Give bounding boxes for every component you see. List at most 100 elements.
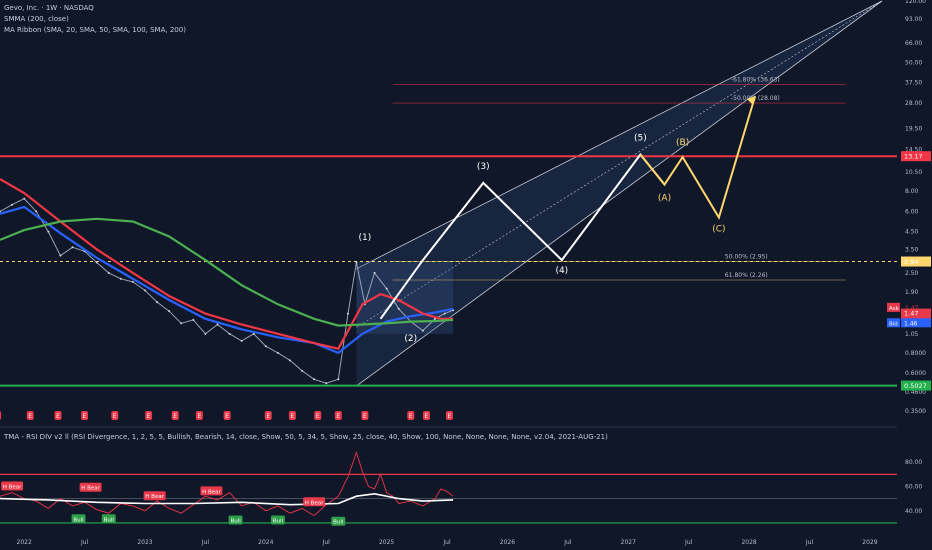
x-tick-label: Jul [563, 539, 572, 546]
price-point [47, 230, 50, 233]
earnings-letter: E [113, 413, 117, 420]
x-tick-label: 2026 [500, 539, 515, 546]
price-point [168, 310, 171, 313]
y-tick-label: 14.50 [905, 146, 922, 153]
earnings-badge [223, 411, 231, 420]
x-tick-label: 2024 [258, 539, 273, 546]
bull-signal: Bull [228, 515, 243, 525]
fib-label: 61.80% (2.26) [725, 272, 768, 279]
earnings-letter: E [290, 413, 294, 420]
price-point [71, 246, 74, 249]
rsi-legend[interactable]: TMA - RSI DIV v2 ll (RSI Divergence, 1, … [4, 433, 608, 441]
price-point [23, 197, 26, 200]
earnings-letter: E [425, 413, 429, 420]
smma-legend[interactable]: SMMA (200, close) [4, 15, 69, 23]
price-point [59, 254, 62, 257]
price-point [119, 277, 122, 280]
signal-badge [143, 491, 166, 501]
earnings-letter: E [316, 413, 320, 420]
price-point [313, 378, 316, 381]
earnings-marker: E [26, 411, 34, 420]
bid-label: Bid [889, 321, 898, 327]
price-point [204, 332, 207, 335]
price-point [95, 261, 98, 264]
price-point [180, 322, 183, 325]
earnings-marker: E [407, 411, 415, 420]
x-tick-label: 2025 [379, 539, 394, 546]
y-tick-label: 8.00 [905, 188, 919, 195]
y-tick-label: 28.00 [905, 100, 922, 107]
price-point [288, 359, 291, 362]
dashed-price-tag-bg [901, 256, 931, 267]
signal-badge [228, 515, 243, 525]
ma-line-3 [0, 217, 454, 327]
earnings-badge [111, 411, 119, 420]
channel-lower-line [356, 0, 883, 387]
earnings-letter: E [409, 413, 413, 420]
signal-label: Bull [230, 519, 241, 525]
wave-label: (3) [477, 162, 490, 172]
y-tick-label: 0.4600 [905, 389, 926, 396]
earnings-badge [423, 411, 431, 420]
signal-label: Bull [104, 517, 115, 523]
price-point [131, 280, 134, 283]
y-tick-label: 10.50 [905, 169, 922, 176]
rsi-line [0, 451, 454, 517]
y-tick-label: 0.8000 [905, 350, 926, 357]
earnings-badge [264, 411, 272, 420]
channel-mid-line [356, 0, 883, 328]
signal-label: Bull [73, 517, 84, 523]
signal-badge [303, 497, 326, 507]
x-tick-label: 2027 [621, 539, 636, 546]
price-point [373, 271, 376, 274]
earnings-letter: E [448, 413, 452, 420]
ask-value: 1.47 [905, 305, 919, 312]
signal-badge [331, 516, 346, 526]
bull-signal: Bull [101, 514, 116, 524]
earnings-letter: E [363, 413, 367, 420]
bid-tag: Bid 1.46 [887, 318, 931, 328]
price-point [325, 382, 328, 385]
price-point [192, 318, 195, 321]
earnings-marker: E [264, 411, 272, 420]
earnings-badge [81, 411, 89, 420]
earnings-letter: E [83, 413, 87, 420]
earnings-letter: E [173, 413, 177, 420]
bear-signal: H Bear [200, 486, 223, 496]
signal-label: H Bear [145, 494, 164, 500]
earnings-badge [288, 411, 296, 420]
dashed-price-tag: 2.94 [901, 256, 931, 267]
price-point [156, 301, 159, 304]
earnings-badge [361, 411, 369, 420]
x-tick-label: 2023 [137, 539, 152, 546]
earnings-letter: E [56, 413, 60, 420]
price-point [143, 289, 146, 292]
ribbon-legend[interactable]: MA Ribbon (SMA, 20, SMA, 50, SMA, 100, S… [4, 26, 186, 34]
ask-label: Ask [889, 306, 900, 312]
resistance-price-tag-bg [901, 151, 931, 162]
bid-label-bg [887, 318, 900, 328]
earnings-badge [195, 411, 203, 420]
support-price-tag: 0.5027 [901, 380, 931, 391]
earnings-marker: E [195, 411, 203, 420]
wave-arrowhead [747, 96, 756, 106]
price-point [421, 329, 424, 332]
earnings-letter: E [28, 413, 32, 420]
signal-label: H Bear [81, 486, 100, 492]
ask-tag: Ask 1.47 [887, 302, 919, 312]
earnings-marker: E [334, 411, 342, 420]
earnings-marker: E [314, 411, 322, 420]
ask-label-bg [887, 302, 900, 312]
y-tick-label: 1.05 [905, 331, 919, 338]
signal-label: H Bear [3, 485, 22, 491]
price-point [240, 339, 243, 342]
x-tick-label: 2022 [17, 539, 32, 546]
ma-line-2 [0, 178, 454, 350]
y-tick-label: 0.3500 [905, 408, 926, 415]
wave-label: (5) [634, 133, 647, 143]
bear-signal: H Bear [79, 482, 102, 492]
bull-signal: Bull [331, 516, 346, 526]
price-point [443, 312, 446, 315]
rsi-ma-line [0, 492, 454, 506]
